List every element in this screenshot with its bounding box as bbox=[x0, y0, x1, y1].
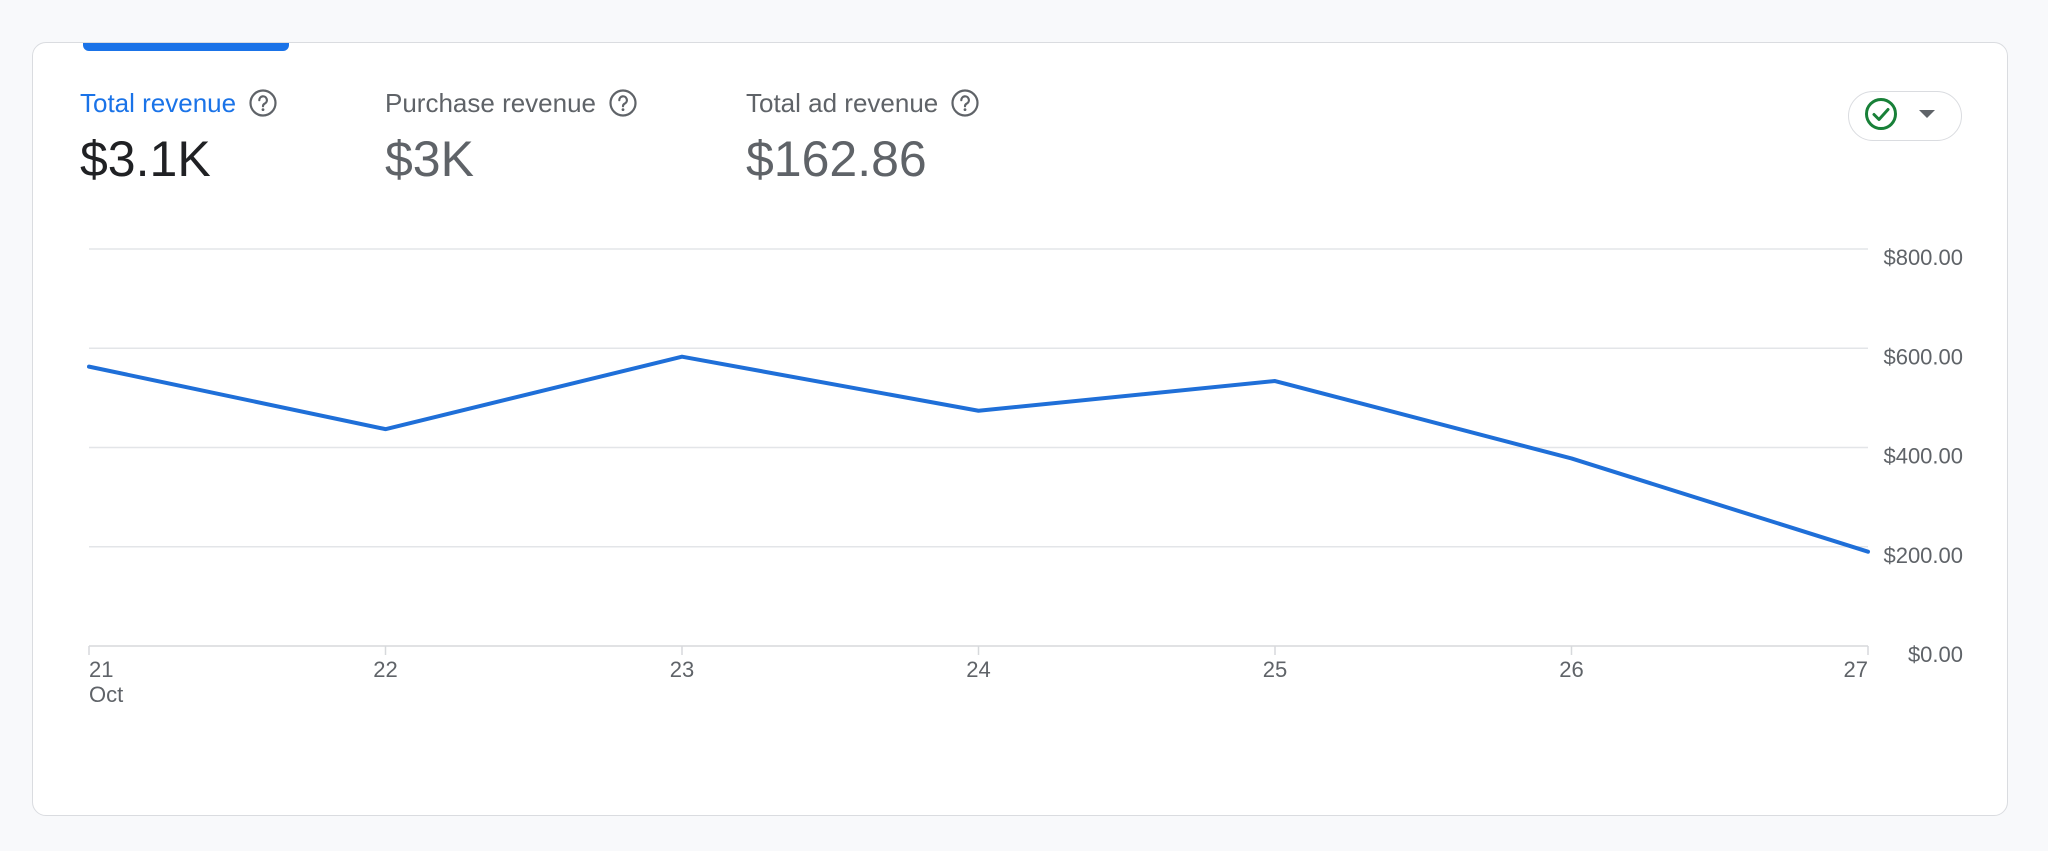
metric-total-ad-revenue[interactable]: Total ad revenue $162.86 bbox=[746, 83, 980, 187]
metric-value: $162.86 bbox=[746, 131, 927, 187]
caret-down-icon bbox=[1917, 107, 1937, 125]
y-tick-label: $800.00 bbox=[1883, 245, 1963, 270]
metric-label: Total revenue bbox=[80, 87, 237, 118]
y-tick-label: $200.00 bbox=[1883, 543, 1963, 568]
metric-value: $3.1K bbox=[80, 131, 211, 187]
metric-label: Purchase revenue bbox=[385, 87, 597, 118]
x-tick-sublabel: Oct bbox=[89, 682, 123, 707]
comparison-dropdown-button[interactable] bbox=[1848, 91, 1962, 141]
x-tick-label: 26 bbox=[1559, 657, 1583, 682]
y-tick-label: $0.00 bbox=[1908, 642, 1963, 667]
active-tab-indicator bbox=[83, 43, 289, 51]
check-circle-icon bbox=[1863, 96, 1899, 137]
metric-value: $3K bbox=[385, 131, 474, 187]
revenue-card: Total revenue $3.1K Purchase revenue $3K… bbox=[32, 42, 2008, 816]
x-tick-label: 21 bbox=[89, 657, 113, 682]
y-tick-label: $600.00 bbox=[1883, 344, 1963, 369]
metric-purchase-revenue[interactable]: Purchase revenue $3K bbox=[385, 83, 638, 187]
x-tick-label: 27 bbox=[1844, 657, 1868, 682]
help-icon[interactable] bbox=[950, 88, 980, 118]
x-tick-label: 22 bbox=[373, 657, 397, 682]
x-tick-label: 25 bbox=[1263, 657, 1287, 682]
series-line bbox=[87, 354, 1870, 554]
x-tick-label: 24 bbox=[966, 657, 990, 682]
metric-total-revenue[interactable]: Total revenue $3.1K bbox=[80, 83, 278, 187]
x-tick-label: 23 bbox=[670, 657, 694, 682]
y-tick-label: $400.00 bbox=[1883, 444, 1963, 469]
help-icon[interactable] bbox=[248, 88, 278, 118]
help-icon[interactable] bbox=[608, 88, 638, 118]
metric-label: Total ad revenue bbox=[746, 87, 939, 118]
